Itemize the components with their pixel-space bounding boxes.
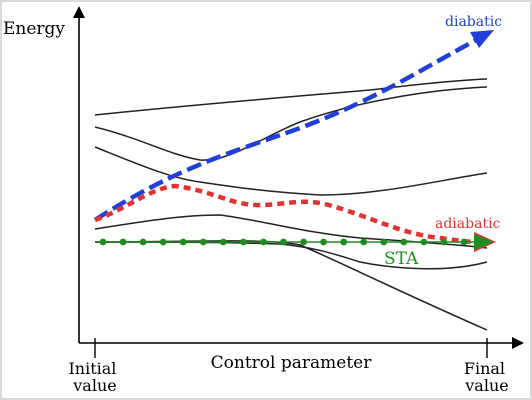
sta-dot <box>99 238 107 246</box>
diabatic-label: diabatic <box>445 14 502 30</box>
x-end-line-1: Final <box>464 359 505 378</box>
energy-curve-1 <box>94 78 488 116</box>
sta-dot <box>219 238 227 246</box>
sta-dot <box>360 238 368 246</box>
sta-dot <box>300 238 307 246</box>
sta-dot <box>240 238 247 246</box>
sta-dot <box>159 238 167 246</box>
sta-dot <box>119 238 127 246</box>
sta-arrowhead <box>474 234 494 250</box>
sta-dot <box>420 238 428 246</box>
x-start-label: Initial value <box>68 359 121 395</box>
energy-curve-4 <box>94 214 488 249</box>
sta-dot <box>179 238 187 246</box>
sta-dot <box>320 238 327 246</box>
adiabatic-label: adiabatic <box>435 216 501 232</box>
diabatic-path <box>93 30 494 222</box>
energy-curve-3 <box>94 146 488 196</box>
adiabatic-line <box>94 183 479 245</box>
sta-dot <box>400 238 408 246</box>
sta-dot <box>340 238 348 246</box>
sta-dot <box>199 238 207 246</box>
sta-dot <box>440 238 448 246</box>
diabatic-arrowhead <box>470 30 494 48</box>
sta-dot <box>460 238 468 246</box>
x-start-line-2: value <box>72 376 116 395</box>
sta-label: STA <box>384 249 419 269</box>
sta-dots <box>99 238 468 246</box>
sta-dot <box>280 238 287 246</box>
energy-curve-2 <box>94 86 488 161</box>
y-axis-label: Energy <box>3 19 65 39</box>
x-start-line-1: Initial <box>68 359 116 378</box>
diabatic-line <box>93 36 482 222</box>
x-end-label: Final value <box>464 359 510 395</box>
energy-curves <box>94 78 488 331</box>
sta-path <box>95 234 494 250</box>
x-axis-label: Control parameter <box>211 353 373 373</box>
sta-dot <box>260 238 267 246</box>
sta-dot <box>139 238 147 246</box>
x-end-line-2: value <box>464 376 508 395</box>
sta-dot <box>380 238 388 246</box>
